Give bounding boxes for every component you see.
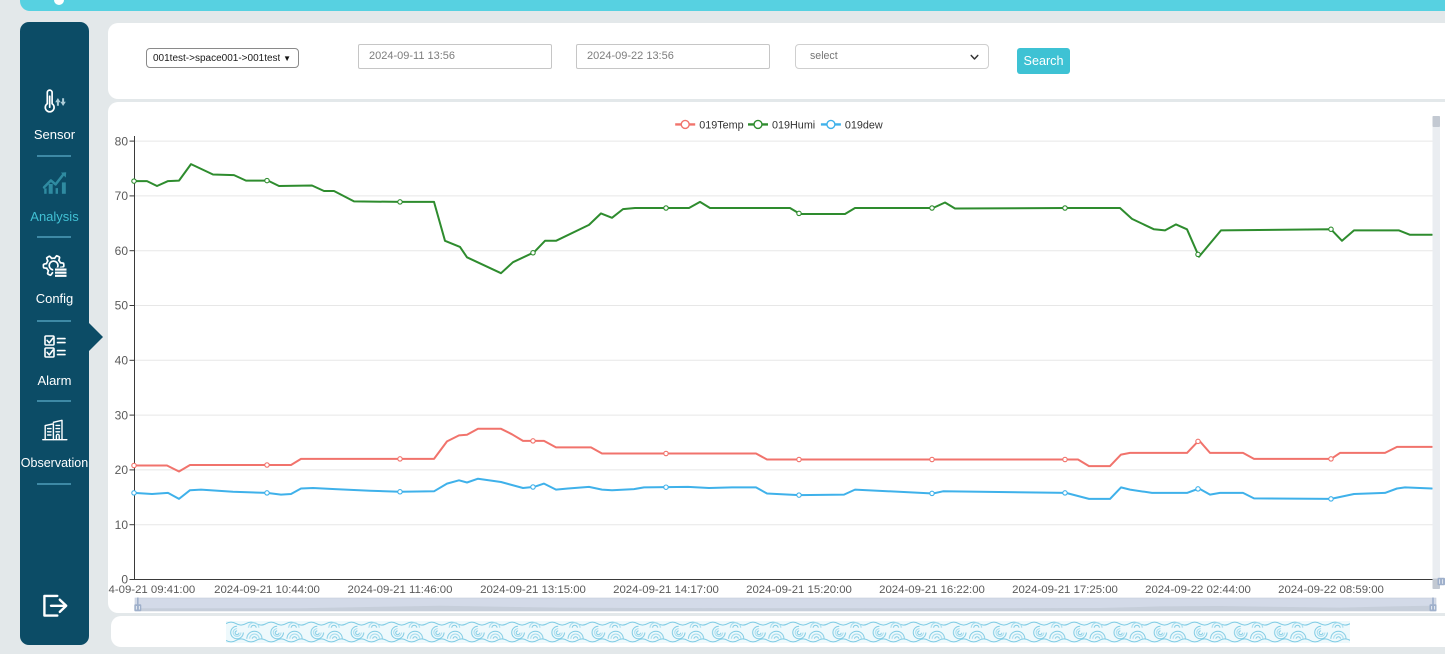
svg-text:2024-09-21 14:17:00: 2024-09-21 14:17:00 [613,584,719,596]
svg-text:70: 70 [115,189,129,203]
svg-text:2024-09-21 10:44:00: 2024-09-21 10:44:00 [214,584,320,596]
svg-text:80: 80 [115,134,129,148]
svg-text:2024-09-21 16:22:00: 2024-09-21 16:22:00 [879,584,985,596]
svg-text:40: 40 [115,354,129,368]
svg-text:30: 30 [115,408,129,422]
svg-text:2024-09-21 17:25:00: 2024-09-21 17:25:00 [1012,584,1118,596]
svg-text:2024-09-22 08:59:00: 2024-09-22 08:59:00 [1278,584,1384,596]
svg-text:2024-09-21 11:46:00: 2024-09-21 11:46:00 [348,584,453,596]
svg-text:4-09-21 09:41:00: 4-09-21 09:41:00 [109,584,196,596]
svg-text:50: 50 [115,299,129,313]
svg-text:019dew: 019dew [845,119,883,131]
svg-text:019Temp: 019Temp [699,119,743,131]
svg-text:019Humi: 019Humi [772,119,815,131]
svg-text:2024-09-21 13:15:00: 2024-09-21 13:15:00 [480,584,586,596]
svg-text:2024-09-22 02:44:00: 2024-09-22 02:44:00 [1145,584,1251,596]
svg-text:2024-09-21 15:20:00: 2024-09-21 15:20:00 [746,584,852,596]
svg-text:60: 60 [115,244,129,258]
svg-text:0: 0 [121,573,128,587]
svg-text:10: 10 [115,518,129,532]
svg-text:20: 20 [115,463,129,477]
